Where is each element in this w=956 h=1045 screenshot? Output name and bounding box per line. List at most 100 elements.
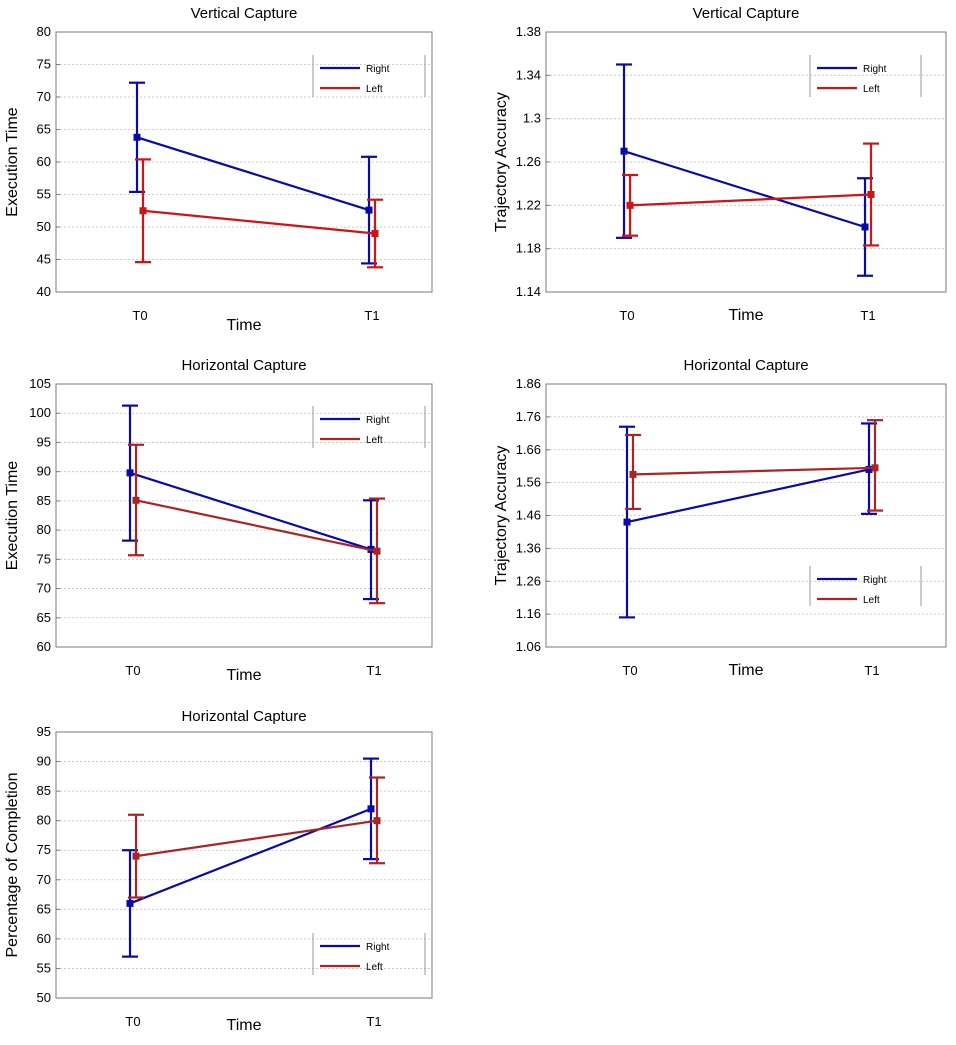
- data-point: [126, 469, 134, 477]
- y-tick-label: 1.26: [516, 154, 541, 169]
- x-tick-label: T1: [366, 663, 381, 678]
- data-point: [367, 805, 375, 813]
- data-point: [626, 201, 634, 209]
- y-tick-label: 70: [37, 581, 51, 596]
- plot-frame: [55, 731, 433, 999]
- y-tick-label: 1.18: [516, 241, 541, 256]
- y-tick-label: 95: [37, 434, 51, 449]
- legend: Right Left: [809, 55, 922, 97]
- series-line: [142, 209, 376, 235]
- y-tick-label: 45: [37, 252, 51, 267]
- y-tick-label: 75: [37, 842, 51, 857]
- series-line: [629, 193, 872, 207]
- chart-5: Horizontal Capture 50 55 60 65 70 75 80 85 90 95 T0…: [4, 708, 433, 1034]
- legend-label-right: Right: [366, 415, 390, 426]
- y-tick-label: 65: [37, 610, 51, 625]
- legend-label-left: Left: [366, 84, 383, 95]
- plot-frame: [545, 31, 947, 293]
- x-tick-label: T0: [619, 308, 634, 323]
- y-tick-label: 105: [29, 376, 51, 391]
- y-tick-label: 1.38: [516, 24, 541, 39]
- y-tick-label: 90: [37, 754, 51, 769]
- series-line: [135, 819, 378, 858]
- x-tick-label: T0: [125, 1014, 140, 1029]
- series-right: [616, 63, 873, 277]
- x-axis-label: Time: [227, 1017, 262, 1034]
- chart-4: Horizontal Capture 1.06 1.16 1.26 1.36 1.46 1.…: [493, 357, 947, 679]
- y-tick-label: 1.86: [516, 376, 541, 391]
- series-right: [619, 422, 877, 619]
- y-tick-label: 80: [37, 813, 51, 828]
- y-tick-label: 1.06: [516, 639, 541, 654]
- y-tick-label: 65: [37, 122, 51, 137]
- y-tick-label: 70: [37, 89, 51, 104]
- series-line: [136, 136, 370, 212]
- plot-frame: [55, 383, 433, 648]
- legend: Right Left: [312, 55, 426, 97]
- y-tick-label: 1.56: [516, 475, 541, 490]
- series-line: [632, 466, 876, 476]
- x-tick-label: T1: [364, 308, 379, 323]
- legend-label-left: Left: [366, 435, 383, 446]
- x-tick-label: T0: [125, 663, 140, 678]
- y-axis-label: Execution Time: [4, 107, 21, 216]
- series-line: [129, 807, 372, 905]
- y-tick-label: 1.3: [523, 111, 541, 126]
- plot-frame: [55, 31, 433, 293]
- chart-2: Vertical Capture 1.14 1.18 1.22 1.26 1.3 1.34 1…: [493, 5, 947, 324]
- legend-label-right: Right: [863, 575, 887, 586]
- y-tick-label: 55: [37, 187, 51, 202]
- chart-title: Horizontal Capture: [181, 708, 306, 725]
- data-point: [139, 207, 147, 215]
- y-axis-label: Percentage of Completion: [4, 773, 21, 958]
- x-tick-label: T1: [860, 308, 875, 323]
- y-tick-label: 60: [37, 931, 51, 946]
- y-tick-label: 85: [37, 493, 51, 508]
- data-point: [620, 147, 628, 155]
- data-point: [365, 206, 373, 214]
- data-point: [871, 464, 879, 472]
- y-tick-label: 90: [37, 464, 51, 479]
- y-tick-label: 75: [37, 551, 51, 566]
- series-right: [129, 81, 377, 265]
- y-tick-label: 40: [37, 284, 51, 299]
- y-tick-label: 80: [37, 522, 51, 537]
- series-left: [622, 142, 879, 247]
- y-tick-label: 80: [37, 24, 51, 39]
- series-line: [135, 499, 378, 553]
- y-tick-label: 1.26: [516, 573, 541, 588]
- x-axis-label: Time: [227, 667, 262, 684]
- data-point: [865, 465, 873, 473]
- x-axis-label: Time: [729, 307, 764, 324]
- data-point: [373, 547, 381, 555]
- chart-3: Horizontal Capture 60 65 70 75 80 85 90 95 100 105…: [4, 357, 433, 684]
- data-point: [373, 817, 381, 825]
- y-tick-label: 1.22: [516, 197, 541, 212]
- data-point: [371, 230, 379, 237]
- legend-label-left: Left: [863, 84, 880, 95]
- y-tick-label: 50: [37, 219, 51, 234]
- series-right: [122, 404, 379, 601]
- x-tick-label: T0: [132, 308, 147, 323]
- legend-label-right: Right: [366, 942, 390, 953]
- chart-title: Horizontal Capture: [683, 357, 808, 374]
- series-left: [135, 158, 383, 269]
- data-point: [132, 496, 140, 504]
- series-line: [623, 150, 866, 229]
- data-point: [133, 133, 141, 141]
- x-tick-label: T0: [622, 663, 637, 678]
- series-left: [128, 443, 385, 605]
- legend-label-left: Left: [366, 962, 383, 973]
- legend-label-left: Left: [863, 595, 880, 606]
- x-tick-label: T1: [864, 663, 879, 678]
- series-left: [625, 419, 883, 512]
- x-axis-label: Time: [227, 317, 262, 334]
- chart-title: Horizontal Capture: [181, 357, 306, 374]
- y-tick-label: 95: [37, 724, 51, 739]
- legend-label-right: Right: [863, 64, 887, 75]
- series-left: [128, 776, 385, 899]
- chart-1: Vertical Capture 40 45 50 55 60 65 70 75 80 T0 T1 Ti…: [4, 5, 433, 334]
- chart-title: Vertical Capture: [693, 5, 800, 22]
- legend: Right Left: [312, 933, 426, 975]
